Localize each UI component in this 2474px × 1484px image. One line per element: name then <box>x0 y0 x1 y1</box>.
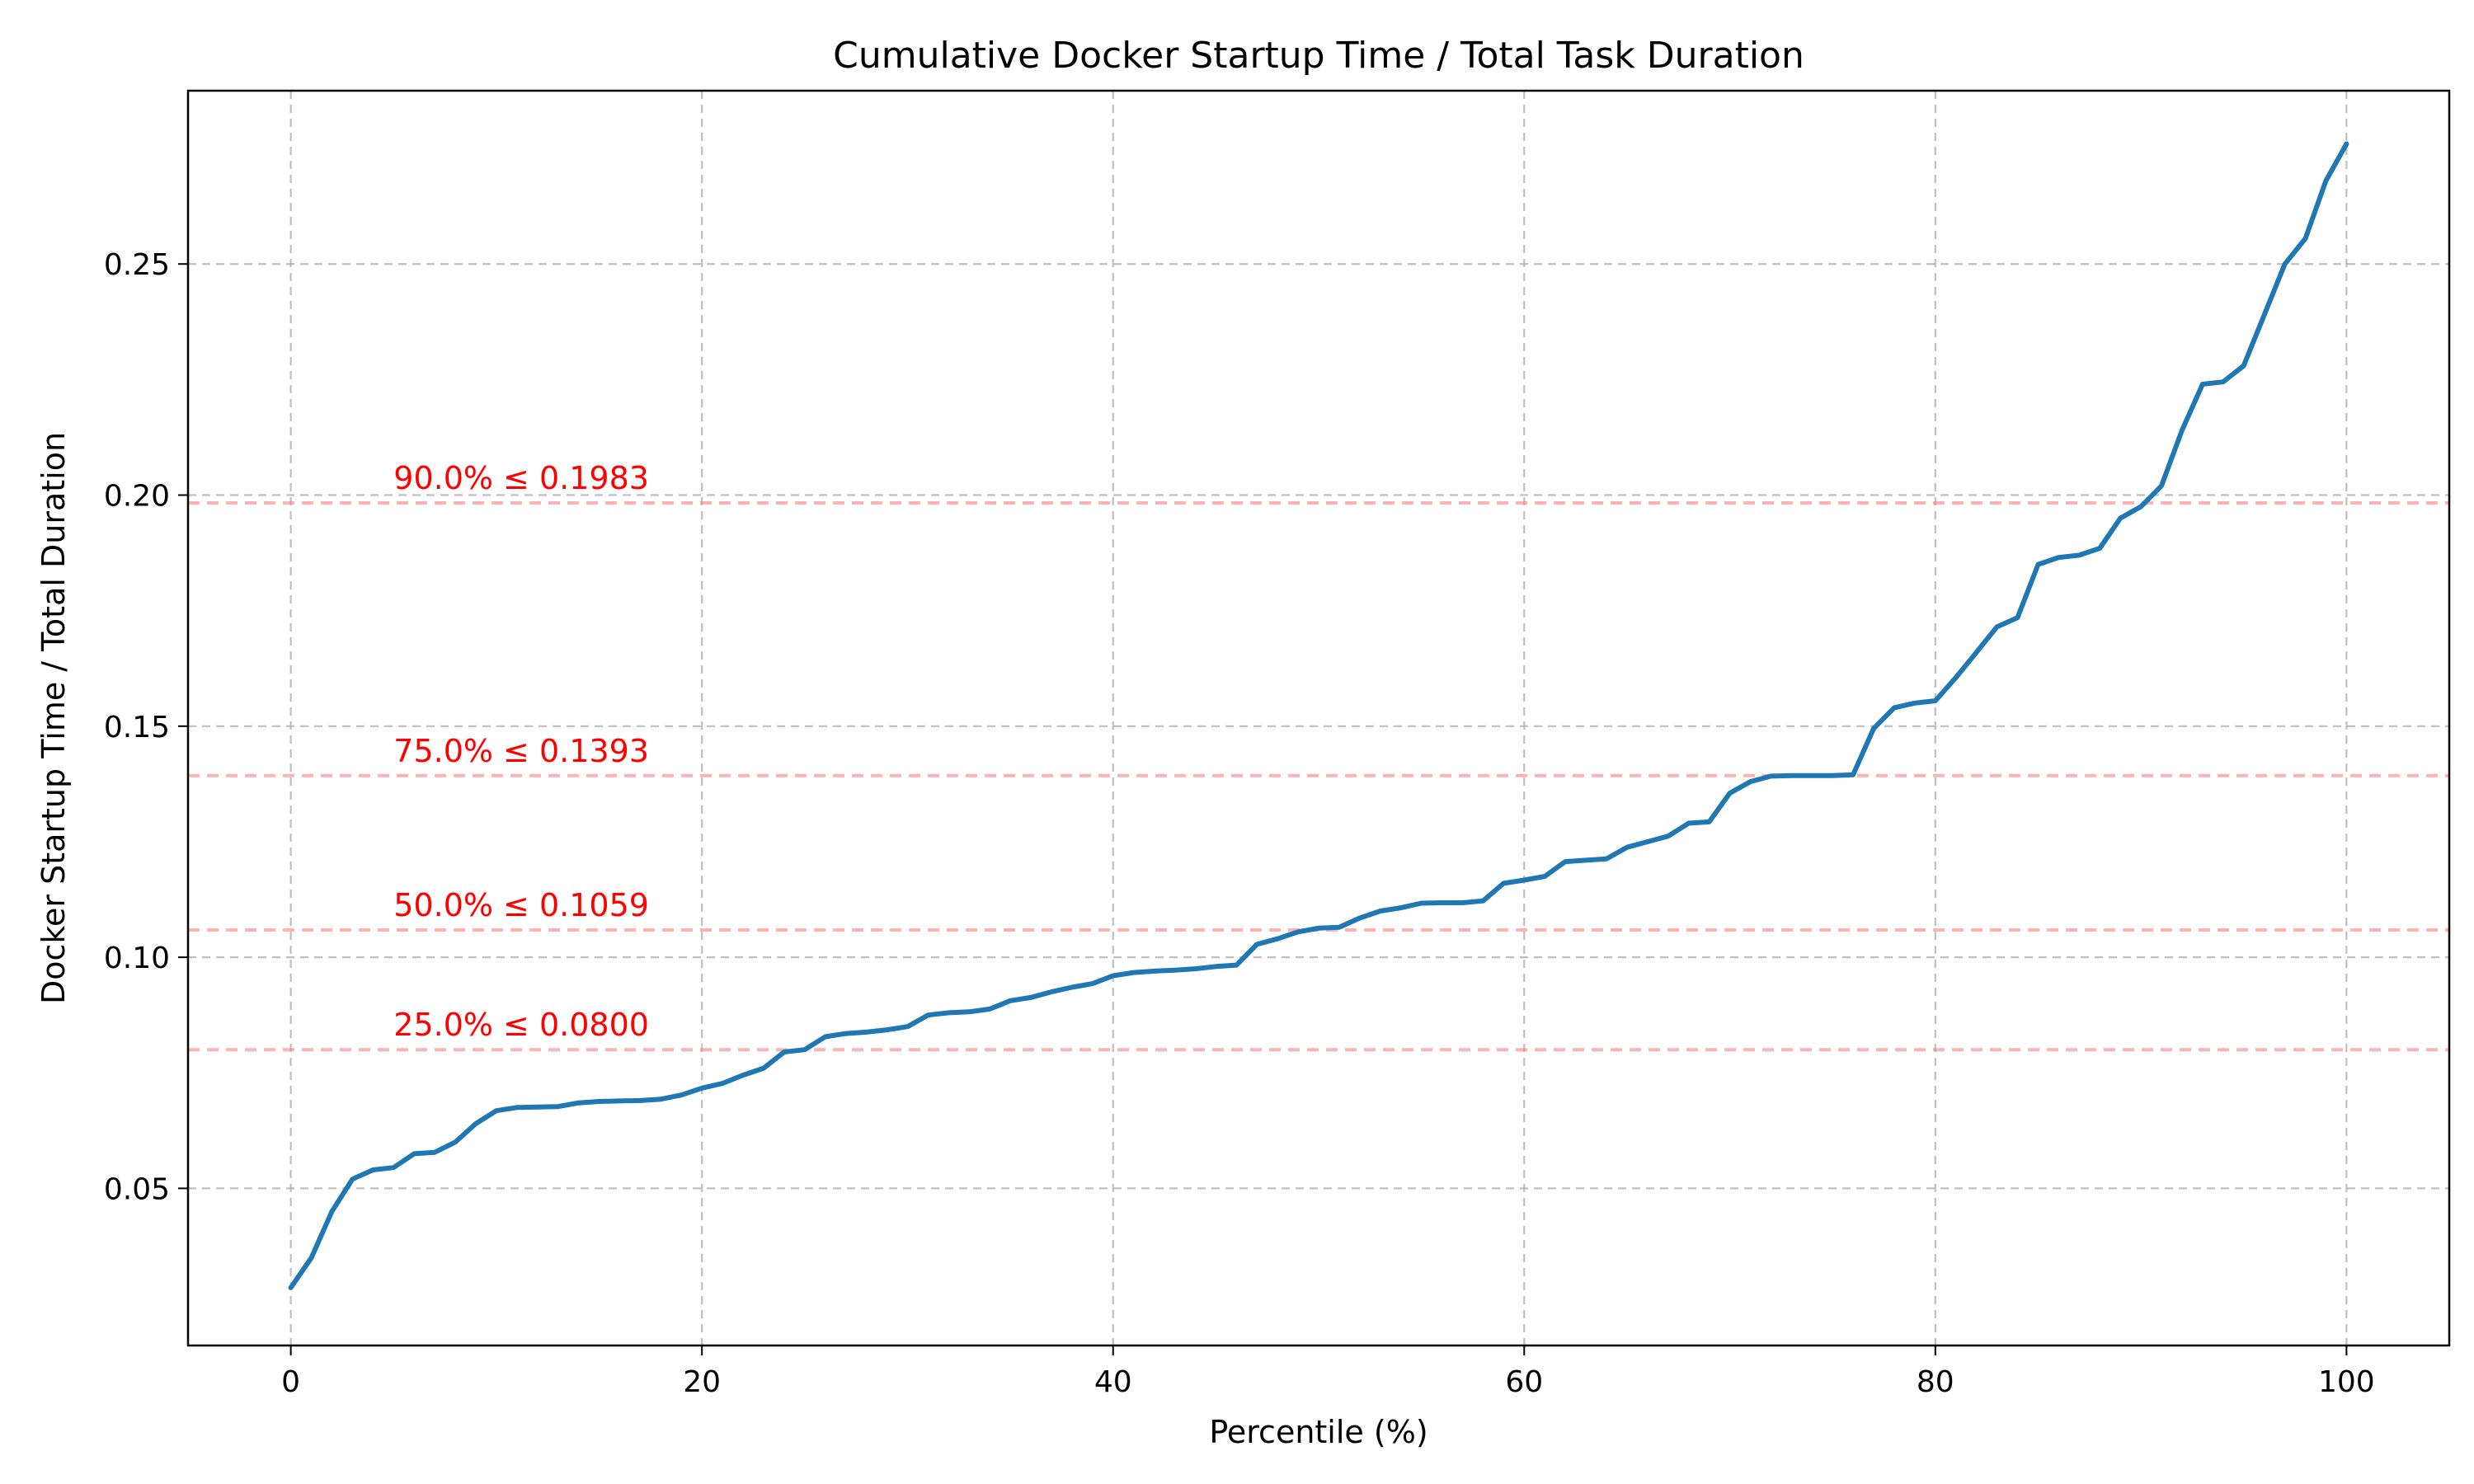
cdf-series-line <box>288 141 2349 1290</box>
x-tick-label: 40 <box>1094 1365 1132 1399</box>
x-tick-label: 20 <box>683 1365 721 1399</box>
threshold-label: 75.0% ≤ 0.1393 <box>393 733 649 769</box>
threshold-lines <box>188 501 2449 1052</box>
axis-ticks: 0 20 40 60 80 100 0.05 0.10 0.15 0.20 0.25 <box>104 248 2375 1399</box>
series-layer <box>288 141 2349 1290</box>
threshold-label: 50.0% ≤ 0.1059 <box>393 887 649 923</box>
threshold-labels: 90.0% ≤ 0.1983 75.0% ≤ 0.1393 50.0% ≤ 0.10… <box>393 460 649 1043</box>
grid <box>188 91 2449 1345</box>
chart-title: Cumulative Docker Startup Time / Total T… <box>833 35 1804 77</box>
y-tick-label: 0.25 <box>104 248 170 282</box>
y-tick-label: 0.05 <box>104 1172 170 1206</box>
y-tick-label: 0.10 <box>104 942 170 975</box>
x-tick-label: 0 <box>281 1365 300 1399</box>
y-axis-label: Docker Startup Time / Total Duration <box>35 432 72 1004</box>
x-tick-label: 60 <box>1505 1365 1543 1399</box>
threshold-label: 25.0% ≤ 0.0800 <box>393 1007 649 1043</box>
y-tick-label: 0.15 <box>104 711 170 744</box>
y-tick-label: 0.20 <box>104 480 170 514</box>
plot-frame <box>186 89 2451 1347</box>
x-tick-label: 100 <box>2318 1365 2375 1399</box>
x-tick-label: 80 <box>1917 1365 1954 1399</box>
x-axis-label: Percentile (%) <box>1209 1414 1427 1450</box>
threshold-label: 90.0% ≤ 0.1983 <box>393 460 649 496</box>
